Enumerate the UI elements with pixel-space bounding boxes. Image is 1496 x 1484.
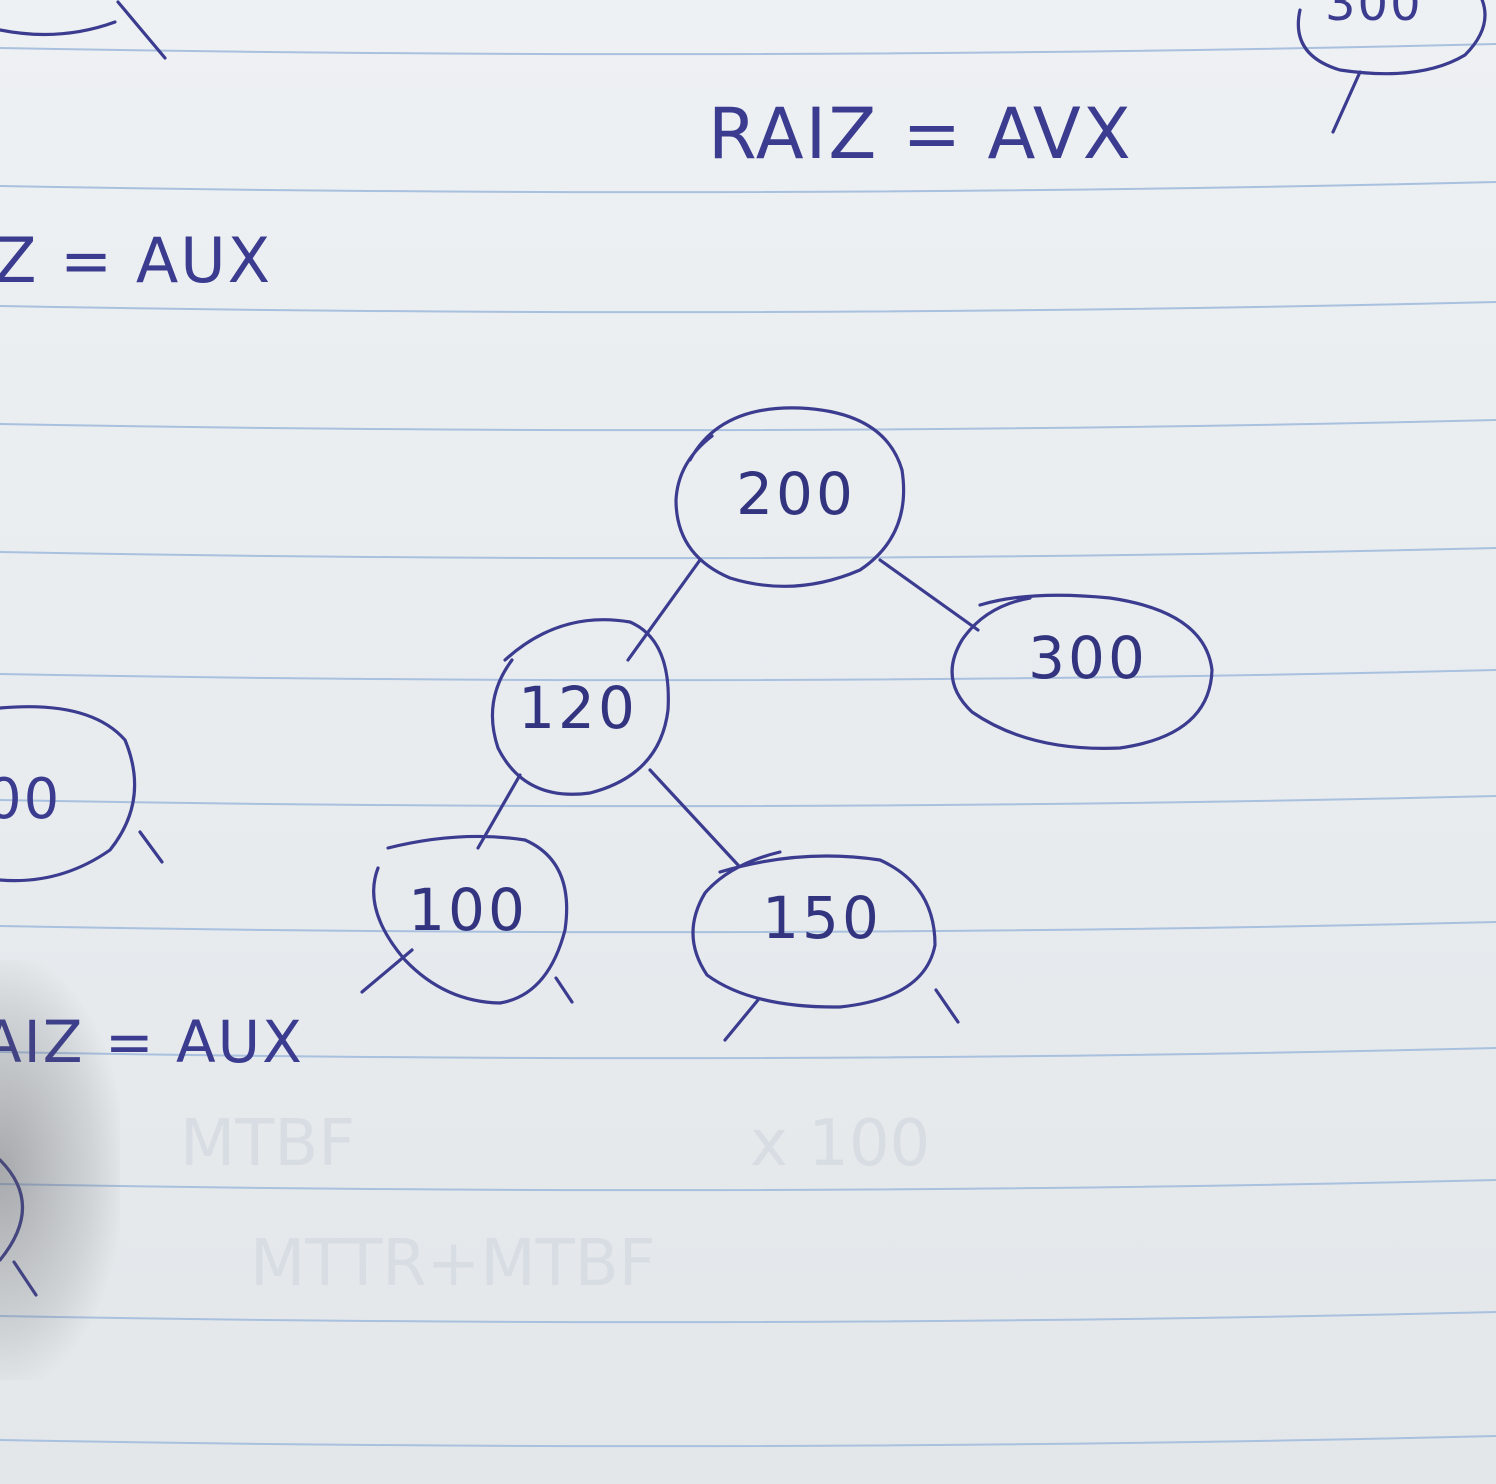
null-edge-100-right xyxy=(554,976,574,1004)
node-right-label: 300 xyxy=(1028,624,1148,692)
bleed-through-text: MTBF x 100 MTTR+MTBF xyxy=(180,1107,930,1301)
null-edge-150-right xyxy=(934,988,960,1024)
node-left-left-label: 100 xyxy=(408,876,528,944)
tree-node-left-right: 150 xyxy=(691,850,937,1009)
left-partial-node-label: 00 xyxy=(0,767,61,832)
top-right-partial-node: 300 xyxy=(1296,0,1487,134)
null-edge-100-left xyxy=(360,948,414,994)
ghost-text-line1: MTBF xyxy=(180,1107,355,1181)
top-right-node-label: 300 xyxy=(1325,0,1423,32)
tree-node-left: 120 xyxy=(490,618,670,796)
edge-120-150 xyxy=(648,768,740,867)
left-partial-node: 00 xyxy=(0,705,164,883)
node-left-label: 120 xyxy=(518,674,638,742)
note-left-lower: AIZ = AUX xyxy=(0,1008,304,1076)
ruled-lines xyxy=(0,43,1496,1448)
tree-node-right: 300 xyxy=(950,593,1214,750)
node-left-right-label: 150 xyxy=(762,884,882,952)
ghost-text-line3: MTTR+MTBF xyxy=(250,1227,655,1301)
ghost-text-line2: x 100 xyxy=(750,1107,930,1181)
edge-200-300 xyxy=(878,558,980,632)
tree-node-left-left: 100 xyxy=(372,834,569,1005)
edge-200-120 xyxy=(626,558,702,662)
tree-edges xyxy=(360,558,980,1042)
top-left-partial-node xyxy=(0,0,167,60)
left-bottom-partial-node xyxy=(0,1158,38,1297)
null-edge-150-left xyxy=(723,998,760,1042)
node-root-label: 200 xyxy=(736,460,856,528)
note-left-upper: Z = AUX xyxy=(0,224,272,297)
note-top-center: RAIZ = AVX xyxy=(708,93,1133,175)
tree-node-root: 200 xyxy=(674,406,906,588)
